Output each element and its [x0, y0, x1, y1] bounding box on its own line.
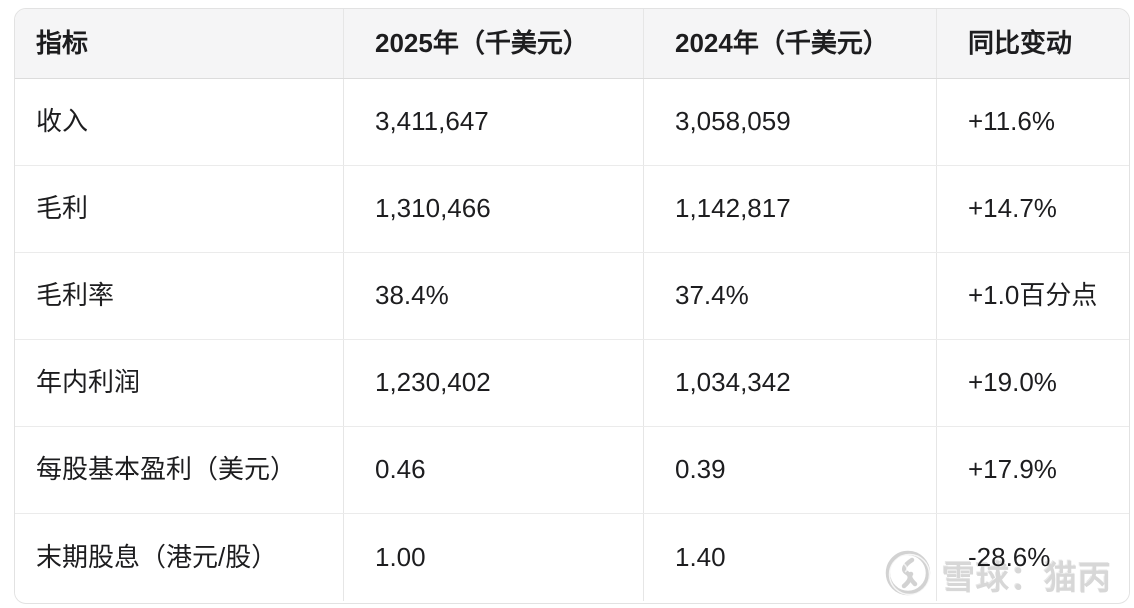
indicator-cell: 末期股息（港元/股） [36, 541, 278, 572]
col-header-2025: 2025年（千美元） [343, 9, 643, 78]
yoy-change-cell: -28.6% [936, 514, 1129, 601]
yoy-change-cell: +14.7% [936, 166, 1129, 252]
col-header-yoy-change: 同比变动 [936, 9, 1129, 78]
value-2025-cell: 1,230,402 [343, 340, 643, 426]
value-2024-cell: 37.4% [643, 253, 936, 339]
value-2024-cell: 0.39 [643, 427, 936, 513]
value-2025-cell: 1.00 [343, 514, 643, 601]
yoy-change-cell: +1.0百分点 [936, 253, 1129, 339]
table-row: 末期股息（港元/股） 1.00 1.40 -28.6% [15, 514, 1129, 601]
yoy-change-cell: +19.0% [936, 340, 1129, 426]
col-header-2024: 2024年（千美元） [643, 9, 936, 78]
value-2025-cell: 38.4% [343, 253, 643, 339]
col-header-indicator: 指标 [36, 27, 89, 58]
value-2025-cell: 3,411,647 [343, 79, 643, 165]
indicator-cell: 收入 [36, 106, 89, 137]
table-row: 收入 3,411,647 3,058,059 +11.6% [15, 79, 1129, 166]
table-row: 毛利 1,310,466 1,142,817 +14.7% [15, 166, 1129, 253]
table-header-row: 指标 2025年（千美元） 2024年（千美元） 同比变动 [15, 9, 1129, 79]
indicator-cell: 毛利 [36, 193, 89, 224]
indicator-cell: 每股基本盈利（美元） [36, 454, 297, 485]
table-body: 收入 3,411,647 3,058,059 +11.6% 毛利 1,310,466 1,1… [15, 79, 1129, 601]
value-2024-cell: 1,142,817 [643, 166, 936, 252]
yoy-change-cell: +11.6% [936, 79, 1129, 165]
value-2025-cell: 1,310,466 [343, 166, 643, 252]
table-row: 每股基本盈利（美元） 0.46 0.39 +17.9% [15, 427, 1129, 514]
indicator-cell: 年内利润 [36, 367, 141, 398]
table-row: 毛利率 38.4% 37.4% +1.0百分点 [15, 253, 1129, 340]
value-2024-cell: 1,034,342 [643, 340, 936, 426]
value-2025-cell: 0.46 [343, 427, 643, 513]
indicator-cell: 毛利率 [36, 280, 115, 311]
table-row: 年内利润 1,230,402 1,034,342 +19.0% [15, 340, 1129, 427]
value-2024-cell: 1.40 [643, 514, 936, 601]
yoy-change-cell: +17.9% [936, 427, 1129, 513]
financial-results-table: 指标 2025年（千美元） 2024年（千美元） 同比变动 收入 3,411,64… [14, 8, 1130, 604]
value-2024-cell: 3,058,059 [643, 79, 936, 165]
